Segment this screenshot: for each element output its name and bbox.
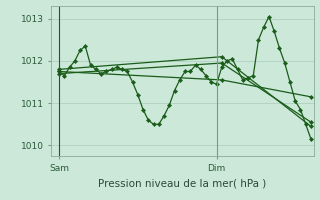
X-axis label: Pression niveau de la mer( hPa ): Pression niveau de la mer( hPa ) bbox=[98, 178, 267, 188]
